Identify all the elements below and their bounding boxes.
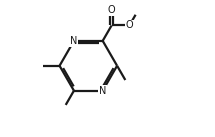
Text: N: N [70,36,78,46]
Text: O: O [108,5,115,15]
Text: O: O [126,20,133,30]
Text: N: N [99,86,106,96]
